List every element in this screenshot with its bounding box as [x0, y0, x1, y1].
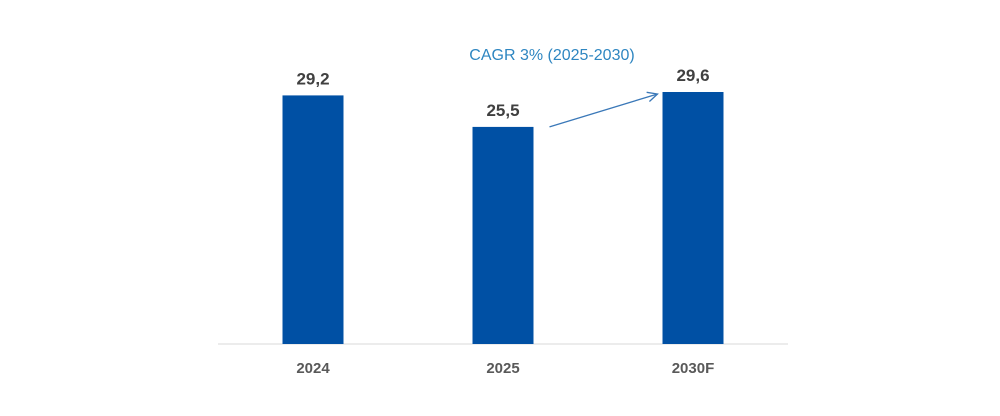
bar-2030f: [662, 92, 724, 344]
cagr-arrowhead: [646, 91, 659, 102]
value-label-2025: 25,5: [486, 101, 519, 120]
value-label-2024: 29,2: [296, 69, 329, 88]
bar-2025: [472, 126, 534, 345]
category-label-2024: 2024: [296, 360, 330, 377]
bar-2024: [282, 95, 344, 345]
category-label-2030f: 2030F: [672, 360, 715, 377]
category-label-2025: 2025: [486, 360, 519, 377]
cagr-annotation: CAGR 3% (2025-2030): [469, 47, 634, 64]
value-label-2030f: 29,6: [676, 66, 709, 85]
cagr-arrow: [549, 93, 658, 128]
